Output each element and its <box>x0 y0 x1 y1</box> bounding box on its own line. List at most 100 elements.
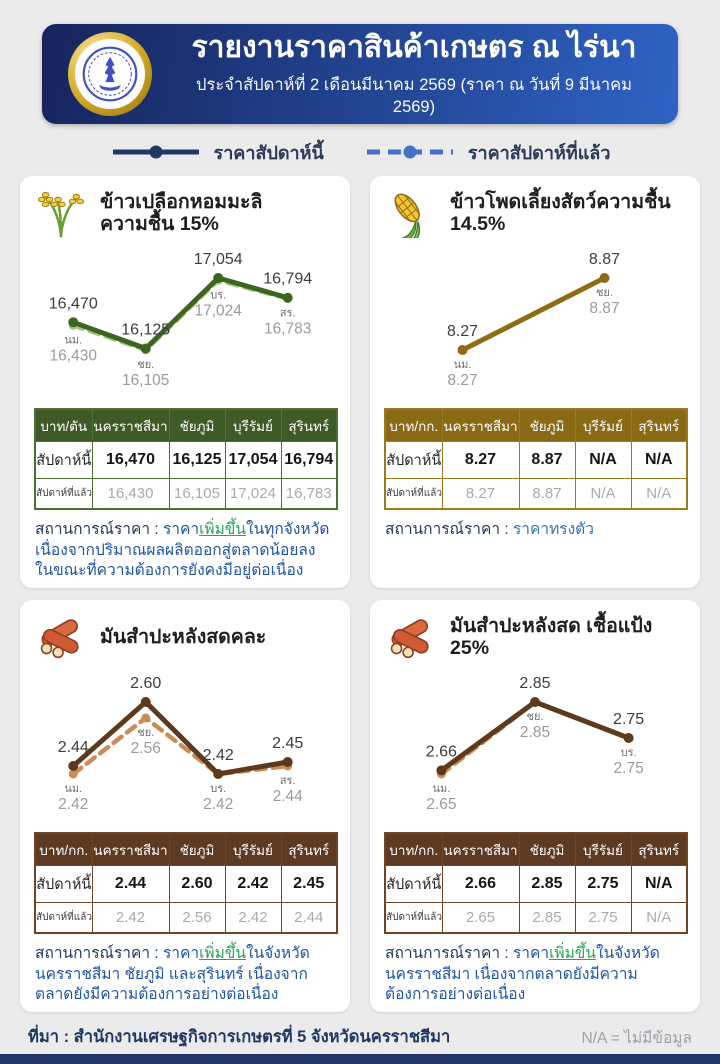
this-week-point <box>457 345 468 355</box>
province-abbrev-label: ชย. <box>527 711 544 723</box>
status-segment-body: ในจังหวัดนครราชสีมา ชัยภูมิ และสุรินทร์ … <box>35 945 310 1004</box>
last-week-point <box>68 769 78 779</box>
table-row-this-week: สัปดาห์นี้ 2.44 2.60 2.42 2.45 <box>34 865 338 903</box>
point-value-label: 8.87 <box>589 251 620 268</box>
last-week-value-label: 8.87 <box>589 300 619 317</box>
banner-text: รายงานราคาสินค้าเกษตร ณ ไร่นา ประจำสัปดา… <box>176 31 652 118</box>
status-segment-steady: ราคาทรงตัว <box>512 521 594 538</box>
status-text: สถานการณ์ราคา : ราคาทรงตัว <box>385 520 685 541</box>
card-corn: ข้าวโพดเลี้ยงสัตว์ความชื้น 14.5% 8.27 นม.… <box>370 176 700 588</box>
card-cassava-fresh: มันสำปะหลังสดคละ 2.44 นม. 2.42 2.60 ชย. 2.56 2… <box>20 600 350 1012</box>
status-segment-up: เพิ่มขึ้น <box>199 521 247 538</box>
corn-icon <box>384 187 436 239</box>
province-abbrev-label: สร. <box>280 775 296 787</box>
point-value-label: 2.60 <box>130 675 161 692</box>
province-header-cell: นครราชสีมา <box>441 832 520 866</box>
province-header-cell: บุรีรัมย์ <box>574 408 632 442</box>
price-table: บาท/กก. นครราชสีมา ชัยภูมิ บุรีรัมย์ สุรินทร… <box>34 832 338 934</box>
unit-header-cell: บาท/ตัน <box>34 408 93 442</box>
status-segment-body: ราคา <box>162 521 200 538</box>
na-note: N/A = ไม่มีข้อมูล <box>581 1029 693 1047</box>
last-week-value: N/A <box>630 902 688 934</box>
legend-last-label: ราคาสัปดาห์ที่แล้ว <box>467 142 611 163</box>
last-week-label: สัปดาห์ที่แล้ว <box>384 478 443 510</box>
province-abbrev-label: บร. <box>621 747 637 759</box>
point-value-label: 2.85 <box>519 675 550 692</box>
card-header: มันสำปะหลังสดคละ <box>34 610 336 664</box>
last-week-value-label: 2.75 <box>614 760 644 777</box>
province-header-cell: บุรีรัมย์ <box>574 832 632 866</box>
last-week-value: N/A <box>574 478 632 510</box>
status-segment-body: ราคา <box>162 945 200 962</box>
province-header-cell: นครราชสีมา <box>91 832 170 866</box>
this-week-value: 8.87 <box>518 441 576 479</box>
this-week-value: 2.60 <box>168 865 226 903</box>
status-segment-label: สถานการณ์ราคา : <box>35 945 163 962</box>
province-header-cell: ชัยภูมิ <box>518 832 576 866</box>
report-subtitle: ประจำสัปดาห์ที่ 2 เดือนมีนาคม 2569 (ราคา… <box>195 76 632 117</box>
solid-line-icon <box>112 145 199 159</box>
this-week-label: สัปดาห์นี้ <box>384 865 443 903</box>
province-abbrev-label: สร. <box>280 308 296 320</box>
province-header-cell: ชัยภูมิ <box>168 408 226 442</box>
dashed-line-icon <box>366 145 453 159</box>
province-abbrev-label: นม. <box>432 783 450 795</box>
last-week-value-label: 2.44 <box>273 788 304 805</box>
last-week-value-label: 17,024 <box>195 302 243 319</box>
point-value-label: 2.45 <box>272 735 303 752</box>
province-header-cell: ชัยภูมิ <box>518 408 576 442</box>
last-week-value: 8.27 <box>441 478 520 510</box>
this-week-value: 2.85 <box>518 865 576 903</box>
this-week-value: 16,125 <box>168 441 226 479</box>
last-week-label: สัปดาห์ที่แล้ว <box>34 478 93 510</box>
status-segment-up: เพิ่มขึ้น <box>549 945 597 962</box>
bottom-accent-bar <box>0 1054 720 1064</box>
province-abbrev-label: ชย. <box>137 727 154 739</box>
table-row-last-week: สัปดาห์ที่แล้ว 8.27 8.87 N/A N/A <box>384 478 688 510</box>
this-week-value: 8.27 <box>441 441 520 479</box>
status-segment-up: เพิ่มขึ้น <box>199 945 247 962</box>
this-week-point <box>599 273 610 283</box>
province-header-cell: นครราชสีมา <box>91 408 170 442</box>
chart-legend: ราคาสัปดาห์นี้ ราคาสัปดาห์ที่แล้ว <box>0 137 720 167</box>
unit-header-cell: บาท/กก. <box>384 408 443 442</box>
table-row-last-week: สัปดาห์ที่แล้ว 2.42 2.56 2.42 2.44 <box>34 902 338 934</box>
point-value-label: 17,054 <box>194 251 243 268</box>
last-week-value: 16,105 <box>168 478 226 510</box>
this-week-value: 2.42 <box>224 865 282 903</box>
province-header-cell: นครราชสีมา <box>441 408 520 442</box>
province-abbrev-label: นม. <box>454 359 472 371</box>
price-chart: 16,470นม.16,43016,125ชย.16,10517,054บร.1… <box>49 251 312 389</box>
source-text: ที่มา : สำนักงานเศรษฐกิจการเกษตรที่ 5 จั… <box>28 1028 451 1046</box>
this-week-line <box>70 275 291 351</box>
table-row-this-week: สัปดาห์นี้ 2.66 2.85 2.75 N/A <box>384 865 688 903</box>
this-week-point <box>140 697 151 707</box>
this-week-value: 2.75 <box>574 865 632 903</box>
this-week-line <box>460 275 607 353</box>
card-title: ข้าวโพดเลี้ยงสัตว์ความชื้น 14.5% <box>450 190 671 235</box>
card-cassava-starch25: มันสำปะหลังสด เชื้อแป้ง 25% 2.66 นม. 2.65 2… <box>370 600 700 1012</box>
last-week-label: สัปดาห์ที่แล้ว <box>34 902 93 934</box>
last-week-value-label: 16,105 <box>122 372 169 389</box>
last-week-point <box>141 713 151 723</box>
report-banner: รายงานราคาสินค้าเกษตร ณ ไร่นา ประจำสัปดา… <box>42 24 678 124</box>
this-week-value: N/A <box>630 441 688 479</box>
last-week-value: 16,783 <box>280 478 338 510</box>
province-abbrev-label: บร. <box>210 783 226 795</box>
status-text: สถานการณ์ราคา : ราคาเพิ่มขึ้นในจังหวัดนค… <box>35 944 335 1006</box>
province-header-cell: สุรินทร์ <box>280 408 338 442</box>
last-week-value: 2.42 <box>224 902 282 934</box>
point-value-label: 2.42 <box>203 747 234 764</box>
last-week-value-label: 2.42 <box>58 796 88 813</box>
card-title: มันสำปะหลังสด เชื้อแป้ง 25% <box>450 614 653 659</box>
last-week-value: 16,430 <box>91 478 170 510</box>
last-week-value-label: 16,430 <box>50 347 98 364</box>
last-week-value: 2.65 <box>441 902 520 934</box>
last-week-value: 2.75 <box>574 902 632 934</box>
province-abbrev-label: นม. <box>64 334 82 346</box>
last-week-value-label: 2.42 <box>203 796 233 813</box>
this-week-label: สัปดาห์นี้ <box>34 865 93 903</box>
